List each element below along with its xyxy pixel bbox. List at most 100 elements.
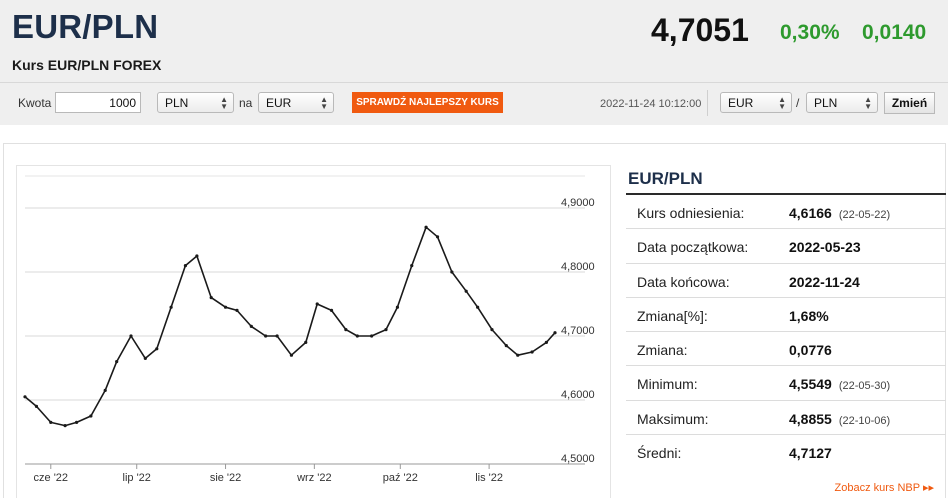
price-point	[103, 388, 107, 392]
stat-label: Maksimum:	[637, 410, 709, 427]
stats-title-rule	[626, 193, 946, 195]
pair-base-select[interactable]: EUR ▲ ▼	[720, 92, 792, 113]
header-divider	[0, 82, 948, 83]
amount-label: Kwota	[18, 96, 52, 110]
to-currency-select[interactable]: EUR ▲ ▼	[258, 92, 334, 113]
stat-label: Kurs odniesienia:	[637, 205, 745, 221]
nbp-rate-link[interactable]: Zobacz kurs NBP ▸▸	[834, 482, 934, 494]
best-rate-button[interactable]: SPRAWDŹ NAJLEPSZY KURS	[352, 92, 503, 113]
price-chart-svg: 4,9000 4,8000 4,7000 4,6000 4,5000 cze '22 lip…	[23, 175, 595, 484]
pair-quote-select[interactable]: PLN ▲ ▼	[806, 92, 878, 113]
price-point	[410, 264, 414, 268]
stat-label: Średni:	[637, 445, 682, 462]
stat-label: Data końcowa:	[637, 273, 730, 290]
toolbar-separator	[707, 90, 708, 116]
price-point	[304, 340, 308, 344]
price-point	[195, 254, 199, 258]
x-tick-label: lip '22	[123, 472, 151, 484]
pair-slash: /	[796, 96, 800, 110]
x-tick-label: cze '22	[34, 472, 69, 484]
stat-row-minimum: Minimum: 4,5549 (22-05-30)	[626, 366, 946, 401]
y-tick-label: 4,9000	[561, 197, 595, 209]
price-point	[209, 296, 213, 300]
price-point	[63, 424, 67, 428]
price-point	[450, 270, 454, 274]
price-point	[464, 289, 468, 293]
stat-label: Data początkowa:	[637, 239, 749, 256]
change-percent: 0,30%	[780, 21, 840, 44]
price-point	[49, 420, 53, 424]
price-point	[223, 305, 228, 309]
stat-date: (22-05-30)	[838, 380, 891, 393]
y-tick-label: 4,8000	[561, 261, 595, 273]
price-point	[490, 328, 494, 332]
stats-table: Kurs odniesienia: 4,6166 (22-05-22) Data …	[626, 195, 946, 469]
price-point	[34, 404, 39, 408]
pair-title: EUR/PLN	[12, 8, 159, 45]
stat-value: 4,8855	[789, 410, 832, 427]
amount-input[interactable]	[55, 92, 141, 113]
price-point	[329, 308, 334, 312]
price-point	[129, 334, 133, 338]
price-point	[516, 353, 520, 357]
price-point	[424, 225, 428, 229]
price-point	[249, 324, 253, 328]
stat-label: Zmiana[%]:	[637, 307, 708, 324]
price-point	[315, 302, 319, 306]
pair-base-value: EUR	[728, 96, 754, 110]
price-point	[115, 360, 119, 364]
stat-value: 4,6166	[789, 205, 832, 221]
change-absolute: 0,0140	[862, 21, 927, 44]
price-point	[143, 356, 147, 360]
select-arrows-icon: ▲ ▼	[864, 95, 872, 111]
from-currency-select[interactable]: PLN ▲ ▼	[157, 92, 234, 113]
price-point	[370, 334, 374, 338]
price-point	[544, 340, 549, 344]
price-point	[74, 420, 79, 424]
price-point	[504, 344, 508, 348]
price-point	[553, 331, 557, 335]
stat-value: 2022-05-23	[789, 239, 861, 256]
x-tick-label: lis '22	[475, 472, 503, 484]
change-pair-button[interactable]: Zmień	[884, 92, 935, 114]
price-point	[89, 414, 93, 418]
price-point	[435, 235, 440, 239]
price-point	[275, 334, 279, 338]
na-label: na	[239, 96, 253, 110]
price-series-line	[24, 226, 556, 427]
price-point	[169, 305, 173, 309]
stats-title: EUR/PLN	[628, 169, 703, 188]
current-rate: 4,7051	[651, 12, 749, 48]
quote-timestamp: 2022-11-24 10:12:00	[600, 98, 702, 110]
price-point	[476, 305, 480, 309]
from-currency-value: PLN	[165, 96, 189, 110]
stat-label: Minimum:	[637, 376, 698, 393]
stat-value: 0,0776	[789, 342, 832, 359]
price-point	[23, 395, 27, 399]
y-tick-label: 4,5000	[561, 453, 595, 465]
select-arrows-icon: ▲ ▼	[320, 95, 328, 111]
to-currency-value: EUR	[266, 96, 292, 110]
x-tick-label: wrz '22	[296, 472, 332, 484]
stat-row-average: Średni: 4,7127	[626, 435, 946, 469]
pair-quote-value: PLN	[814, 96, 838, 110]
quote-header: EUR/PLN Kurs EUR/PLN FOREX 4,7051 0,30% …	[0, 0, 948, 125]
price-chart: 4,9000 4,8000 4,7000 4,6000 4,5000 cze '22 lip…	[16, 165, 611, 498]
price-point	[155, 347, 159, 351]
price-point	[289, 353, 294, 357]
page-subtitle: Kurs EUR/PLN FOREX	[12, 57, 162, 73]
stat-row-change: Zmiana: 0,0776	[626, 332, 946, 367]
x-tick-label: paź '22	[383, 472, 418, 484]
price-point	[355, 334, 359, 338]
stat-value: 4,7127	[789, 445, 832, 462]
stat-row-reference: Kurs odniesienia: 4,6166 (22-05-22)	[626, 195, 946, 230]
select-arrows-icon: ▲ ▼	[778, 95, 786, 111]
stat-date: (22-05-22)	[838, 209, 891, 221]
price-point	[384, 328, 388, 332]
price-point	[395, 305, 400, 309]
x-tick-label: sie '22	[210, 472, 241, 484]
price-point	[344, 328, 348, 332]
y-tick-label: 4,7000	[561, 325, 595, 337]
price-point	[235, 308, 239, 312]
price-point	[264, 334, 268, 338]
